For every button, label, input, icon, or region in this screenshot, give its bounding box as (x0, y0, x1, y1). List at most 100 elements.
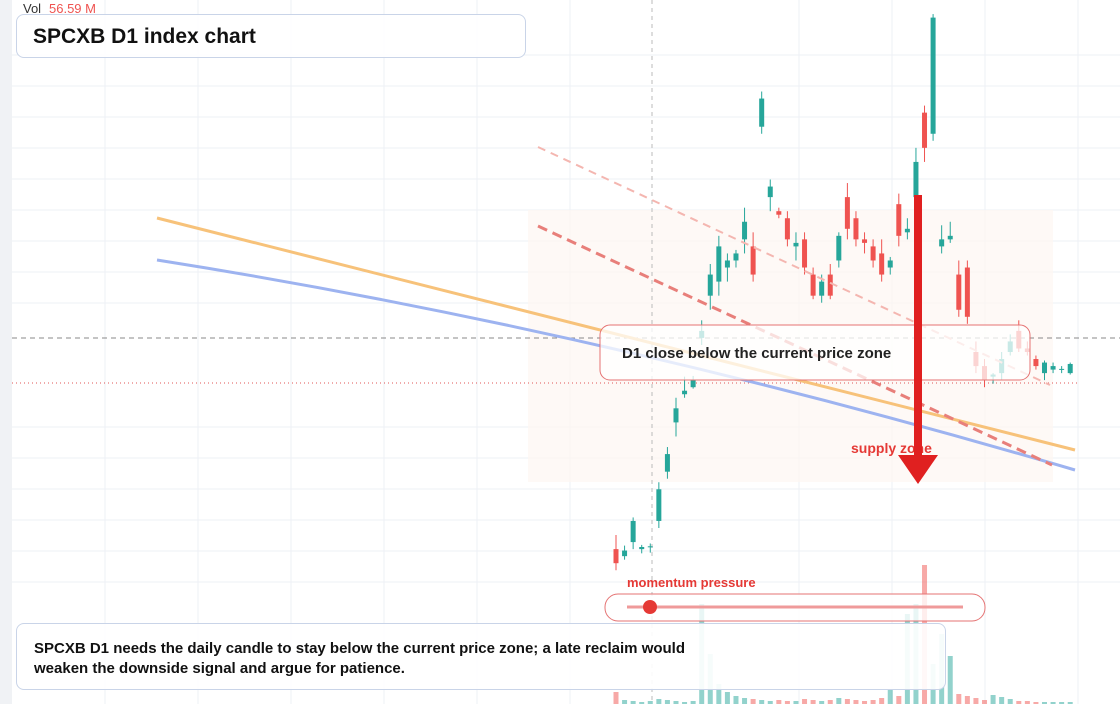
volume-bar (622, 700, 628, 704)
volume-bar (793, 701, 799, 704)
volume-bar (1067, 702, 1073, 704)
candle-body (904, 228, 910, 233)
candle-body (1067, 363, 1073, 374)
candle-body (690, 380, 696, 388)
volume-bar (639, 702, 645, 704)
volume-bar (973, 698, 979, 704)
candle-body (879, 253, 885, 275)
arrow-head (898, 455, 938, 484)
candle-body (639, 547, 645, 550)
volume-bar (1050, 702, 1056, 704)
volume-bar (1016, 701, 1022, 704)
candle-body (956, 274, 962, 310)
volume-bar (1024, 701, 1030, 704)
supply-label: supply zone (851, 440, 932, 456)
channel-upper (537, 146, 1051, 386)
candle-body (784, 218, 790, 240)
volume-bar (853, 700, 859, 704)
candle-body (947, 235, 953, 240)
volume-bar (964, 696, 970, 704)
volume-bar (673, 701, 679, 704)
momentum-label: momentum pressure (627, 575, 756, 590)
volume-bar (836, 698, 842, 704)
candle-body (776, 211, 782, 215)
candle-body (810, 274, 816, 296)
volume-bar (1007, 699, 1013, 704)
left-edge (0, 0, 12, 704)
candle-body (939, 239, 945, 247)
volume-bar (767, 701, 773, 704)
candle-body (802, 239, 808, 268)
candle-body (930, 17, 936, 134)
candle-body (964, 267, 970, 317)
zone-label: D1 close below the current price zone (622, 345, 891, 362)
volume-bar (827, 700, 833, 704)
candle-body (630, 520, 636, 543)
volume-bar (956, 694, 962, 704)
candle-body (622, 550, 628, 557)
candle-body (827, 274, 833, 296)
volume-bar (750, 699, 756, 704)
volume-bar (716, 684, 722, 704)
candle-body (759, 98, 765, 127)
volume-bar (982, 700, 988, 704)
candle-body (870, 246, 876, 261)
arrow-shaft (914, 195, 922, 460)
candle-body (1033, 359, 1039, 367)
candle-body (844, 197, 850, 229)
volume-bar (733, 696, 739, 704)
channel-lower (537, 224, 1053, 467)
volume-bar (810, 700, 816, 704)
volume-bar (759, 700, 765, 704)
candle-body (742, 221, 748, 240)
volume-label: Vol (23, 1, 41, 16)
volume-bar (647, 701, 653, 704)
candle-body (673, 408, 679, 423)
candle-body (836, 235, 842, 261)
candle-body (1042, 362, 1047, 374)
title-box: SPCXB D1 index chart (16, 14, 526, 58)
volume-bar (630, 701, 636, 704)
candle-body (664, 454, 670, 472)
candle-body (647, 546, 653, 548)
volume-bar (784, 701, 790, 704)
volume-bar (664, 700, 670, 704)
volume-bar (844, 699, 850, 704)
volume-bar (1042, 702, 1047, 704)
volume-bar (1033, 702, 1039, 704)
candle-body (1050, 366, 1056, 370)
volume-bar (999, 697, 1005, 704)
candle-body (733, 253, 739, 261)
volume-bar (990, 695, 996, 704)
volume-bar (862, 701, 868, 704)
candle-body (862, 239, 868, 243)
volume-bar (879, 698, 885, 704)
candle-body (896, 204, 902, 236)
zone-callout (599, 324, 1031, 381)
candle-body (716, 246, 722, 282)
candle-body (922, 112, 928, 148)
note: SPCXB D1 needs the daily candle to stay … (34, 640, 686, 677)
candle-body (724, 260, 730, 268)
candle-body (767, 186, 773, 198)
candle-body (887, 260, 893, 268)
candle-body (682, 390, 688, 395)
volume-bar (613, 692, 619, 704)
volume-bar (896, 696, 902, 704)
slider-thumb[interactable] (643, 600, 657, 614)
volume-bar (819, 701, 825, 704)
volume-bar (887, 689, 893, 704)
volume-bar (776, 700, 782, 704)
candle-body (613, 549, 619, 564)
volume-bar (870, 700, 876, 704)
note-box: SPCXB D1 needs the daily candle to stay … (16, 623, 946, 690)
candle-body (853, 218, 859, 240)
volume-bar (656, 699, 662, 704)
candle-body (819, 281, 825, 296)
volume-bar (724, 692, 730, 704)
volume-bar (1059, 702, 1065, 704)
volume-bar (802, 699, 808, 704)
candle-body (707, 274, 713, 296)
